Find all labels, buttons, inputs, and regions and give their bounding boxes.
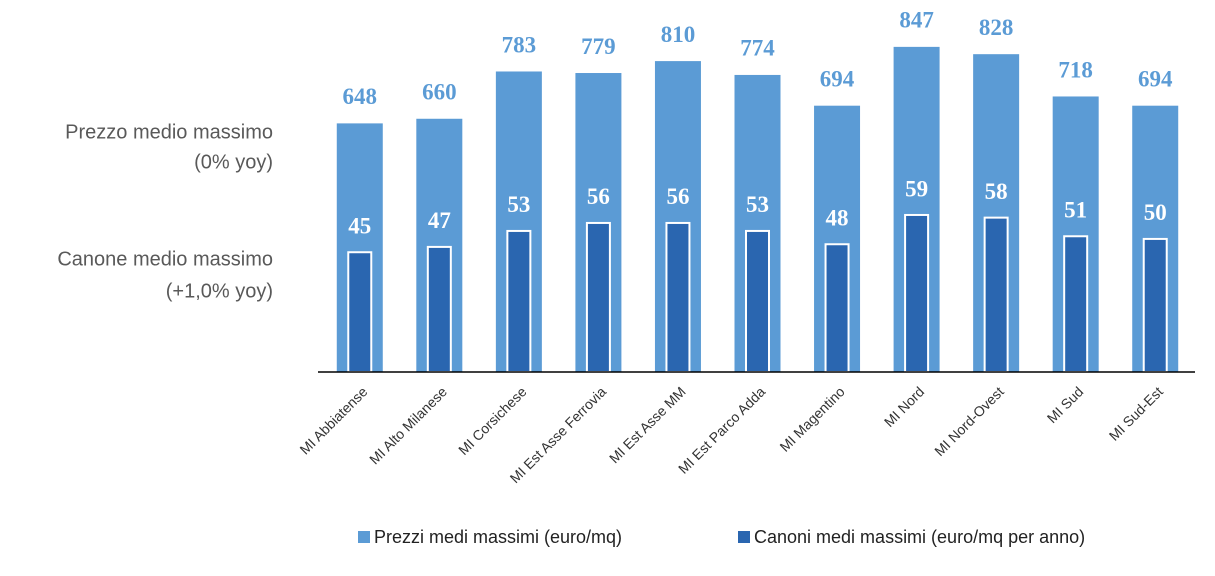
value-label: 58 [985, 179, 1008, 204]
value-label: 56 [587, 184, 610, 209]
value-label: 694 [820, 66, 855, 91]
x-tick-label: MI Est Parco Adda [675, 383, 768, 476]
bar [665, 221, 691, 373]
value-label: 779 [581, 34, 616, 59]
value-label: 660 [422, 80, 457, 105]
x-tick-label: MI Alto Milanese [366, 383, 450, 467]
value-label: 694 [1138, 66, 1173, 91]
x-tick-label: MI Est Asse MM [606, 383, 689, 466]
value-label: 648 [343, 84, 378, 109]
x-tick-label: MI Nord-Ovest [931, 383, 1007, 459]
value-label: 56 [666, 184, 689, 209]
x-tick-label: MI Corsichese [455, 383, 530, 458]
bar [494, 70, 543, 373]
value-label: 847 [899, 8, 934, 33]
annotation: Canone medio massimo [57, 248, 273, 270]
bar [506, 229, 532, 373]
bar [904, 213, 930, 373]
bar [1142, 237, 1168, 373]
bar [1063, 235, 1089, 373]
bar [824, 243, 850, 373]
value-label: 53 [507, 192, 530, 217]
legend-label: Canoni medi massimi (euro/mq per anno) [754, 527, 1085, 547]
legend-label: Prezzi medi massimi (euro/mq) [374, 527, 622, 547]
bar [426, 245, 452, 374]
legend-swatch [358, 531, 370, 543]
value-label: 45 [348, 214, 371, 239]
x-tick-label: MI Sud-Est [1106, 383, 1166, 443]
value-label: 783 [502, 32, 537, 57]
value-label: 59 [905, 176, 928, 201]
value-label: 47 [428, 208, 451, 233]
x-tick-label: MI Abbiatense [296, 383, 370, 457]
bar [983, 216, 1009, 373]
value-label: 53 [746, 192, 769, 217]
annotation: (0% yoy) [194, 151, 273, 173]
x-tick-label: MI Nord [881, 383, 928, 430]
x-tick-label: MI Sud [1044, 383, 1087, 426]
value-label: 774 [740, 36, 775, 61]
annotation: Prezzo medio massimo [65, 121, 273, 143]
value-label: 718 [1058, 57, 1093, 82]
legend-swatch [738, 531, 750, 543]
x-tick-label: MI Magentino [776, 383, 847, 454]
value-label: 50 [1144, 200, 1167, 225]
value-label: 828 [979, 15, 1014, 40]
bar [745, 229, 770, 373]
value-label: 48 [826, 206, 849, 231]
bar [585, 221, 611, 373]
value-label: 51 [1064, 198, 1087, 223]
annotation: (+1,0% yoy) [166, 280, 273, 302]
bar [347, 251, 373, 374]
value-label: 810 [661, 22, 696, 47]
